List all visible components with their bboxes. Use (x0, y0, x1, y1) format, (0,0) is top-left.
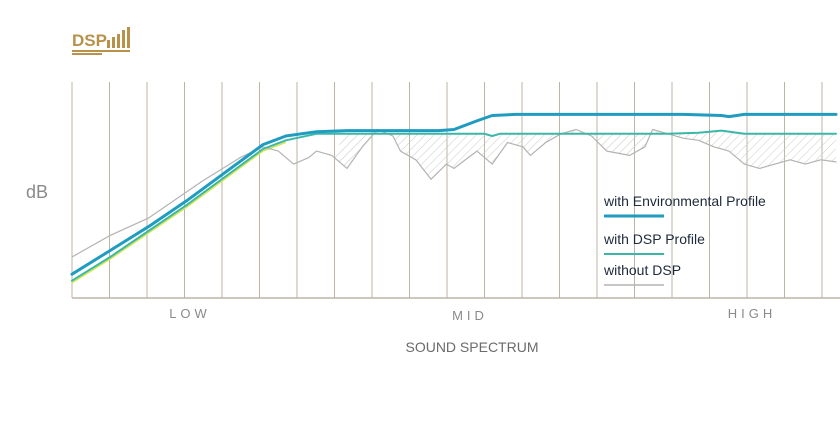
logo-step (72, 53, 102, 55)
y-axis-label: dB (26, 182, 48, 202)
difference-hatch (331, 129, 836, 180)
legend: with Environmental Profile with DSP Prof… (603, 193, 766, 286)
legend-label-environmental: with Environmental Profile (603, 193, 766, 209)
series-line-dsp-tint (71, 141, 287, 284)
logo-text: DSP (72, 31, 107, 50)
series-line-dsp (71, 129, 837, 282)
grid (71, 82, 823, 298)
legend-label-without: without DSP (603, 262, 681, 278)
zone-label-low: LOW (169, 306, 211, 321)
logo-bar (122, 30, 125, 48)
logo-bar (107, 40, 110, 48)
zone-label-high: HIGH (728, 306, 777, 321)
logo-bar (112, 37, 115, 48)
logo-bar (117, 34, 120, 48)
logo-step (72, 50, 130, 52)
series-layer (70, 112, 838, 284)
logo-bar (127, 27, 130, 48)
legend-label-dsp: with DSP Profile (603, 231, 705, 247)
series-line-without (71, 128, 837, 258)
zone-label-mid: MID (452, 308, 488, 323)
series-line-environmental (70, 112, 838, 276)
x-axis-label: SOUND SPECTRUM (405, 339, 538, 355)
dsp-logo: DSP (72, 27, 130, 55)
